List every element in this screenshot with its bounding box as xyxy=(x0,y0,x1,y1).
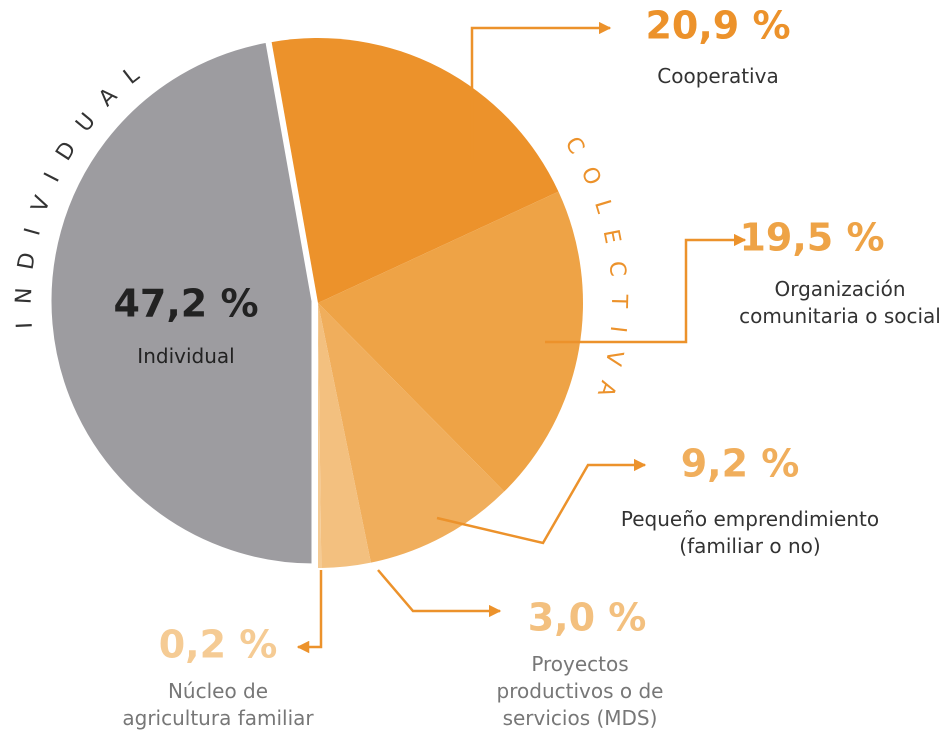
leader-lines xyxy=(296,21,747,654)
pie-slice xyxy=(318,191,584,492)
pie-slice xyxy=(318,303,505,563)
category-label-line: comunitaria o social xyxy=(739,304,941,328)
category-label: Núcleo de agricultura familiar xyxy=(122,679,314,730)
leader-line xyxy=(296,570,323,654)
pie-slice xyxy=(318,303,322,568)
value-label: 3,0 % xyxy=(528,596,647,640)
category-label-line: Proyectos xyxy=(531,652,628,676)
pie-slice xyxy=(318,303,371,568)
leader-line xyxy=(377,569,502,618)
category-label: Proyectos productivos o de servicios (MDS) xyxy=(497,652,664,730)
pie xyxy=(46,37,584,569)
category-label: Cooperativa xyxy=(657,64,778,88)
leader-line xyxy=(545,233,747,344)
category-label-line: Pequeño emprendimiento xyxy=(621,507,879,531)
category-label-line: (familiar o no) xyxy=(679,534,820,558)
value-label: 9,2 % xyxy=(681,442,800,486)
category-label: Organización comunitaria o social xyxy=(739,277,941,328)
category-label-line: agricultura familiar xyxy=(122,706,314,730)
category-label-line: Núcleo de xyxy=(168,679,268,703)
value-label: 0,2 % xyxy=(159,623,278,667)
category-label-line: servicios (MDS) xyxy=(503,706,658,730)
labels: 20,9 % Cooperativa 19,5 % Organización comun… xyxy=(113,4,940,730)
category-label: Pequeño emprendimiento (familiar o no) xyxy=(621,507,879,558)
category-label-line: Cooperativa xyxy=(657,64,778,88)
value-label: 47,2 % xyxy=(113,282,258,326)
leader-line xyxy=(470,21,612,160)
category-label-line: Individual xyxy=(137,344,234,368)
value-label: 19,5 % xyxy=(739,216,884,260)
leader-line xyxy=(436,458,647,545)
pie-slice xyxy=(271,37,559,303)
pie-slice xyxy=(46,37,317,569)
value-label: 20,9 % xyxy=(645,4,790,48)
category-label-line: Organización xyxy=(774,277,905,301)
category-label-line: productivos o de xyxy=(497,679,664,703)
category-label: Individual xyxy=(137,344,234,368)
